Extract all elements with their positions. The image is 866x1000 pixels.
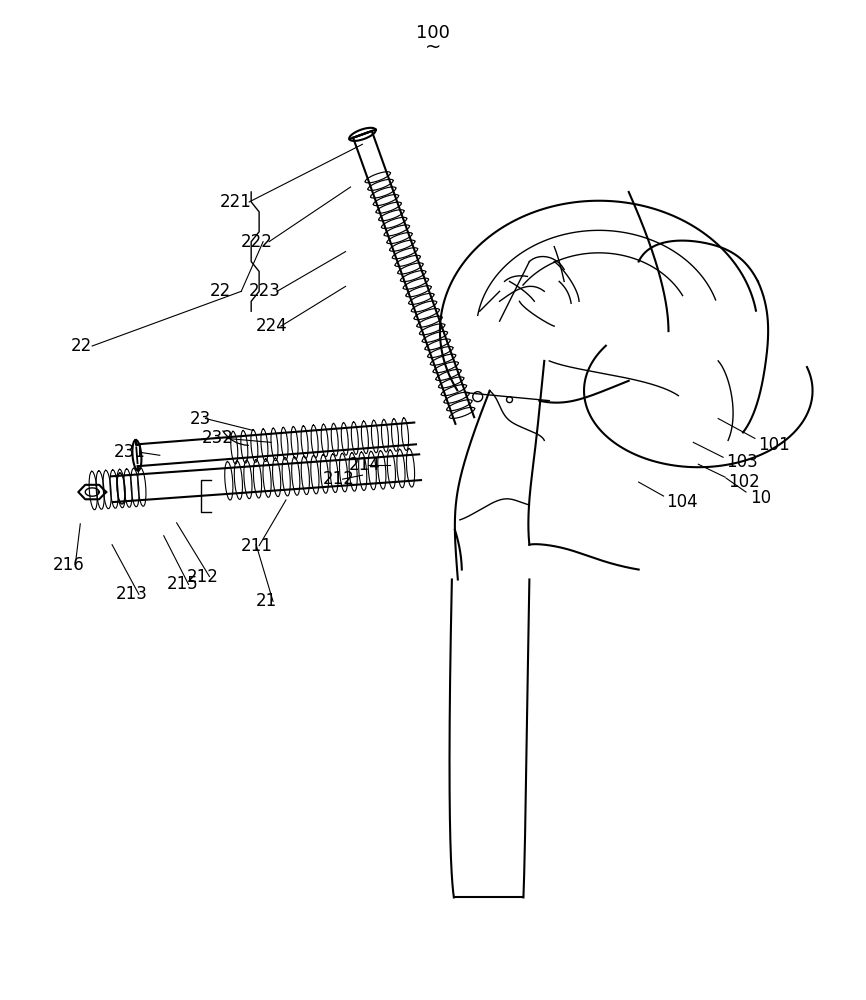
Text: 100: 100 [416,24,450,42]
Text: 232: 232 [202,429,233,447]
Text: 221: 221 [219,193,251,211]
Text: 103: 103 [726,453,758,471]
Text: 215: 215 [167,575,198,593]
Text: 212: 212 [323,470,354,488]
Text: 22: 22 [210,282,230,300]
Text: 213: 213 [116,585,148,603]
Text: 224: 224 [256,317,288,335]
Text: 212: 212 [186,568,218,586]
Text: 21: 21 [256,592,277,610]
Text: 223: 223 [249,282,281,300]
Text: 102: 102 [728,473,759,491]
Text: 222: 222 [242,233,273,251]
Text: 214: 214 [348,456,380,474]
Text: 104: 104 [667,493,698,511]
Text: 211: 211 [242,537,273,555]
Text: 22: 22 [70,337,92,355]
Text: 231: 231 [114,443,146,461]
Text: 23: 23 [190,410,210,428]
Text: ~: ~ [425,37,441,56]
Text: 101: 101 [758,436,790,454]
Text: 10: 10 [750,489,771,507]
Text: 216: 216 [53,556,84,574]
